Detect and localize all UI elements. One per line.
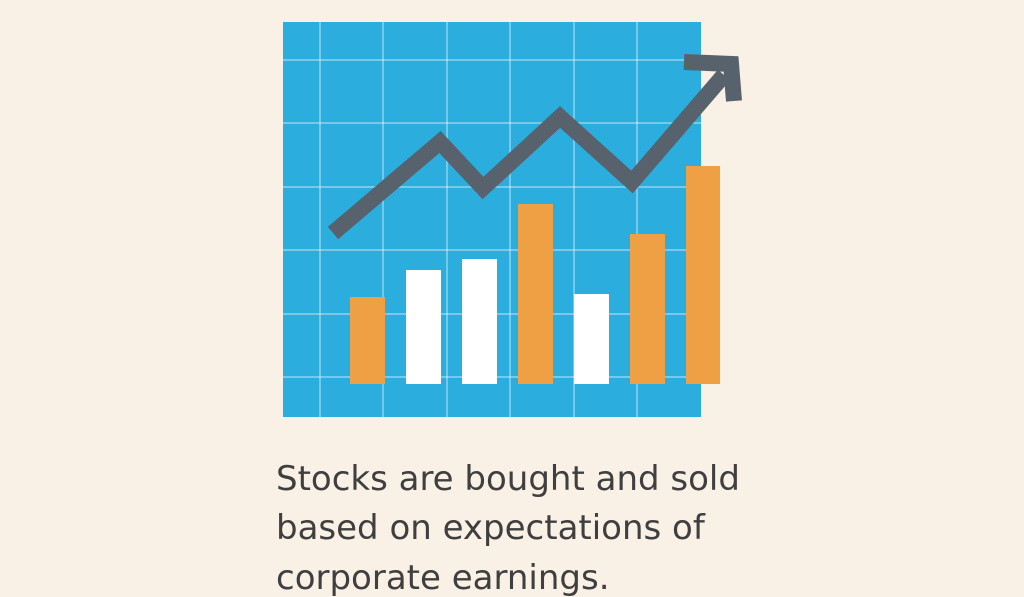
icon-bar bbox=[518, 204, 553, 384]
caption-line: based on expectations of bbox=[276, 508, 706, 548]
caption-line: corporate earnings. bbox=[276, 558, 610, 597]
icon-bar bbox=[406, 270, 441, 384]
icon-bar bbox=[350, 297, 385, 384]
icon-bar bbox=[462, 259, 497, 384]
icon-bar bbox=[574, 294, 609, 384]
trend-line bbox=[327, 69, 731, 240]
icon-bar bbox=[686, 166, 720, 384]
caption-line: Stocks are bought and sold bbox=[276, 459, 740, 499]
icon-bar bbox=[630, 234, 665, 384]
trend-arrowhead bbox=[683, 54, 742, 102]
